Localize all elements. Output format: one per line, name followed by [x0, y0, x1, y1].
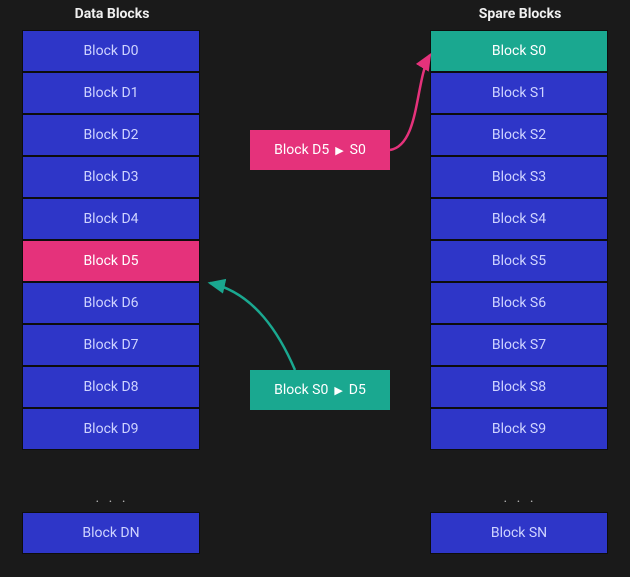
- right-ellipsis: . . .: [430, 490, 610, 506]
- block-label: Block S5: [492, 253, 546, 269]
- spare-block-7: Block S7: [430, 324, 608, 366]
- data-block-0: Block D0: [22, 30, 200, 72]
- data-block-6: Block D6: [22, 282, 200, 324]
- op-s0-to-d5-label: Block S0 ▶ D5: [250, 370, 390, 410]
- block-label: Block SN: [491, 525, 547, 541]
- block-label: Block D7: [83, 337, 138, 353]
- block-label: Block D0: [83, 43, 138, 59]
- block-label: Block D6: [83, 295, 138, 311]
- spare-block-4: Block S4: [430, 198, 608, 240]
- spare-block-0: Block S0: [430, 30, 608, 72]
- block-label: Block S8: [492, 379, 546, 395]
- data-block-1: Block D1: [22, 72, 200, 114]
- spare-block-6: Block S6: [430, 282, 608, 324]
- play-icon: ▶: [335, 144, 343, 157]
- block-label: Block D4: [83, 211, 138, 227]
- spare-block-5: Block S5: [430, 240, 608, 282]
- left-column-header: Data Blocks: [22, 6, 202, 22]
- block-label: Block D5: [83, 253, 138, 269]
- data-block-4: Block D4: [22, 198, 200, 240]
- data-block-8: Block D8: [22, 366, 200, 408]
- data-block-5: Block D5: [22, 240, 200, 282]
- right-column-header: Spare Blocks: [430, 6, 610, 22]
- block-label: Block S2: [492, 127, 546, 143]
- block-label: Block S7: [492, 337, 546, 353]
- op-from-text: Block S0: [274, 382, 328, 398]
- data-block-2: Block D2: [22, 114, 200, 156]
- spare-block-3: Block S3: [430, 156, 608, 198]
- data-block-3: Block D3: [22, 156, 200, 198]
- block-label: Block S3: [492, 169, 546, 185]
- block-label: Block DN: [82, 525, 139, 541]
- data-block-9: Block D9: [22, 408, 200, 450]
- spare-block-9: Block S9: [430, 408, 608, 450]
- block-label: Block D2: [83, 127, 138, 143]
- block-label: Block D3: [83, 169, 138, 185]
- spare-block-last: Block SN: [430, 512, 608, 554]
- spare-block-2: Block S2: [430, 114, 608, 156]
- block-label: Block D9: [83, 421, 138, 437]
- block-label: Block D1: [83, 85, 138, 101]
- op-from-text: Block D5: [274, 142, 329, 158]
- data-block-last: Block DN: [22, 512, 200, 554]
- spare-block-8: Block S8: [430, 366, 608, 408]
- op-to-text: D5: [349, 382, 366, 398]
- op-d5-to-s0-label: Block D5 ▶ S0: [250, 130, 390, 170]
- block-remap-diagram: Data Blocks Spare Blocks Block D0 Block D…: [0, 0, 630, 577]
- block-label: Block S4: [492, 211, 546, 227]
- block-label: Block S0: [492, 43, 546, 59]
- data-block-7: Block D7: [22, 324, 200, 366]
- op-s0-to-d5-arrow: [210, 283, 295, 370]
- block-label: Block S6: [492, 295, 546, 311]
- block-label: Block S9: [492, 421, 546, 437]
- op-to-text: S0: [350, 142, 366, 158]
- spare-block-1: Block S1: [430, 72, 608, 114]
- block-label: Block D8: [83, 379, 138, 395]
- op-d5-to-s0-arrow: [390, 55, 430, 150]
- left-ellipsis: . . .: [22, 490, 202, 506]
- block-label: Block S1: [492, 85, 546, 101]
- play-icon: ▶: [334, 384, 342, 397]
